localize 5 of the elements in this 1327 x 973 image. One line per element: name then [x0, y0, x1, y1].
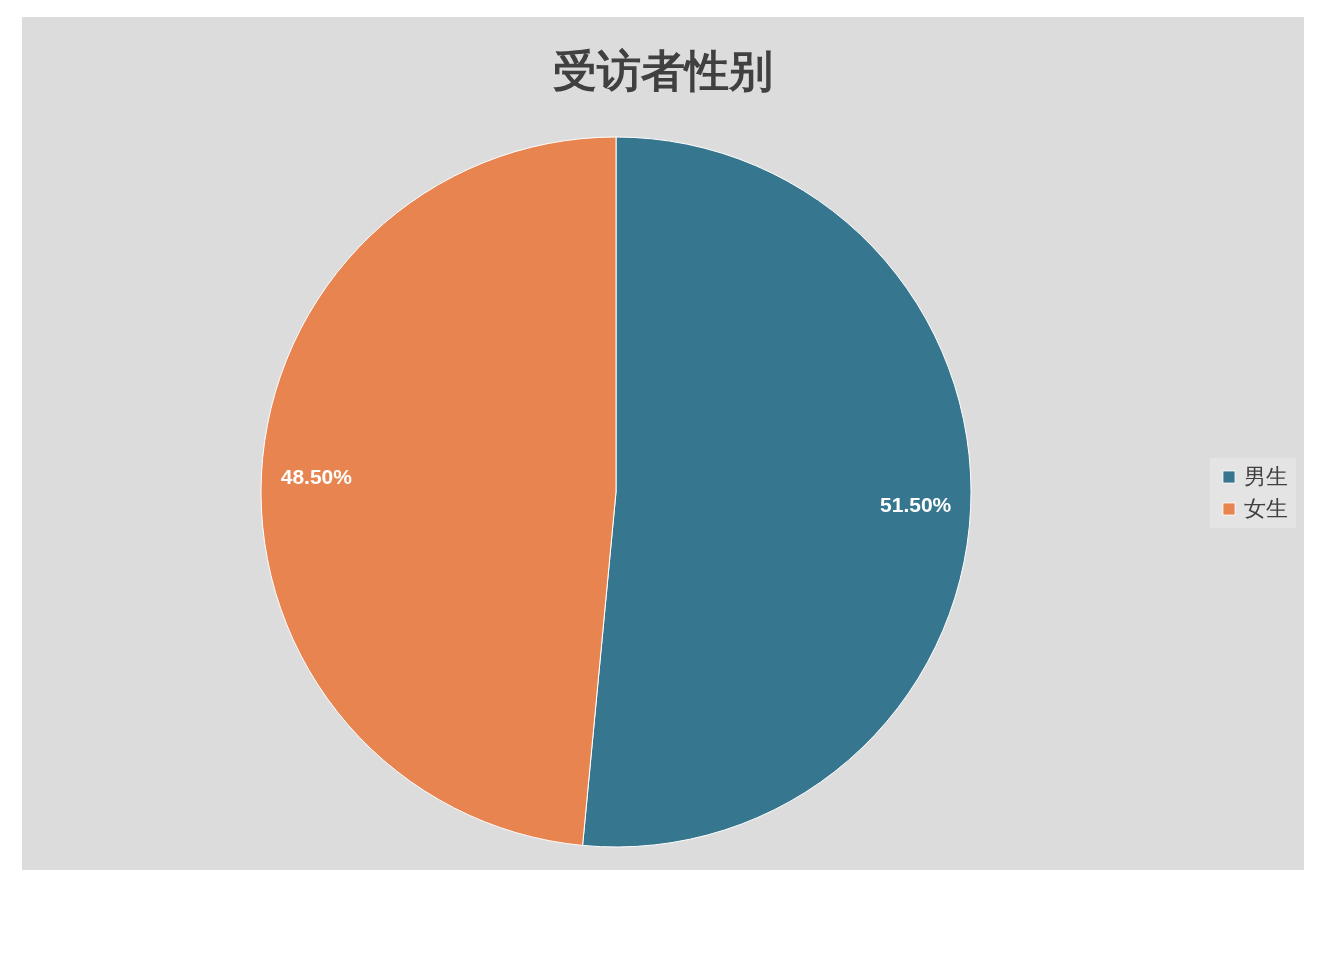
legend-label: 男生	[1244, 464, 1288, 489]
data-label: 51.50%	[880, 493, 952, 517]
chart-title: 受访者性别	[553, 45, 773, 96]
legend-label: 女生	[1244, 496, 1288, 521]
data-label: 48.50%	[280, 464, 353, 488]
